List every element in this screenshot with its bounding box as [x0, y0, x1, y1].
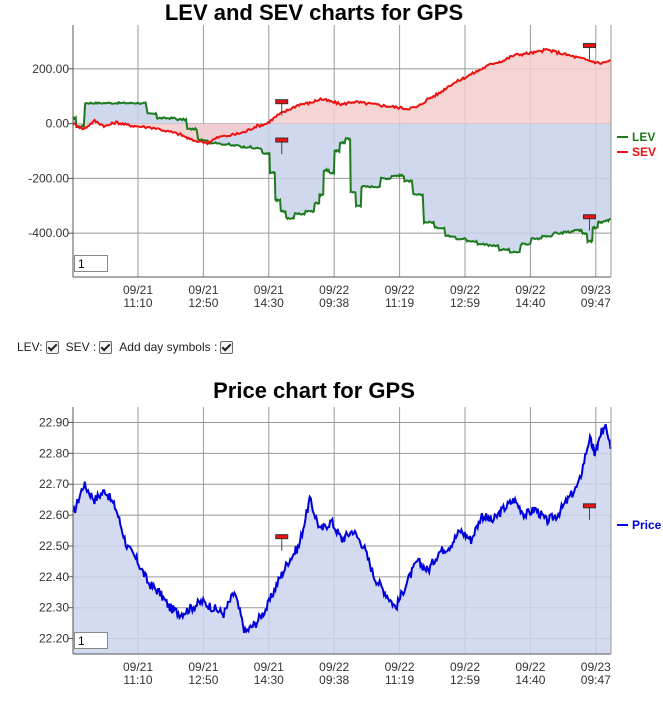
x-tick-time: 14:40 [515, 296, 545, 310]
y-tick-label: -200.00 [28, 171, 69, 185]
y-tick-label: 22.40 [39, 570, 69, 584]
x-tick-date: 09/21 [254, 660, 284, 674]
legend-label: LEV [632, 130, 655, 144]
y-tick-label: 22.80 [39, 446, 69, 460]
day-symbol-marker[interactable] [275, 99, 289, 105]
series-line-price [72, 424, 612, 634]
zoom-level-input[interactable]: 1 [74, 632, 108, 649]
x-tick-date: 09/21 [123, 660, 153, 674]
x-tick-date: 09/22 [385, 283, 415, 297]
y-tick-label: 22.90 [39, 415, 69, 429]
x-tick-date: 09/21 [188, 283, 218, 297]
legend-label: SEV [632, 145, 656, 159]
day-symbol-marker[interactable] [275, 137, 289, 143]
x-tick-time: 11:10 [123, 673, 152, 687]
lev-checkbox[interactable] [45, 340, 59, 354]
x-tick-date: 09/22 [385, 660, 415, 674]
x-tick-date: 09/23 [581, 660, 611, 674]
x-tick-date: 09/22 [450, 283, 480, 297]
x-tick-time: 11:19 [385, 673, 414, 687]
series-line-sev [72, 47, 612, 146]
x-tick-time: 09:38 [319, 673, 349, 687]
day-symbol-marker[interactable] [582, 214, 596, 220]
x-tick-time: 12:59 [450, 673, 480, 687]
y-tick-label: 22.60 [39, 508, 69, 522]
x-tick-time: 11:10 [123, 296, 152, 310]
x-tick-date: 09/22 [515, 660, 545, 674]
day-symbols-label: Add day symbols : [119, 340, 218, 354]
x-tick-time: 14:30 [254, 296, 284, 310]
x-tick-time: 09:47 [581, 296, 611, 310]
x-tick-date: 09/21 [123, 283, 153, 297]
x-tick-date: 09/21 [254, 283, 284, 297]
x-tick-date: 09/22 [319, 660, 349, 674]
day-symbol-marker[interactable] [275, 534, 289, 540]
x-tick-time: 14:40 [515, 673, 545, 687]
y-tick-label: 22.50 [39, 539, 69, 553]
series-line-lev [72, 100, 612, 254]
y-tick-label: 22.70 [39, 477, 69, 491]
sev-checkbox[interactable] [99, 340, 113, 354]
x-tick-date: 09/22 [450, 660, 480, 674]
day-symbols-checkbox[interactable] [220, 340, 234, 354]
x-tick-date: 09/21 [188, 660, 218, 674]
x-tick-time: 11:19 [385, 296, 414, 310]
sev-label: SEV : [65, 340, 97, 354]
x-tick-date: 09/22 [515, 283, 545, 297]
series-area-sev [73, 48, 611, 145]
x-tick-time: 09:47 [581, 673, 611, 687]
chart-title: LEV and SEV charts for GPS [165, 0, 463, 25]
x-tick-time: 12:59 [450, 296, 480, 310]
lev-label: LEV: [17, 340, 43, 354]
y-tick-label: 0.00 [46, 117, 70, 131]
day-symbol-marker[interactable] [582, 503, 596, 509]
price-chart: Price chart for GPS 09/2111:1009/2112:50… [39, 378, 662, 687]
chart-controls: LEV: SEV : Add day symbols : [17, 340, 237, 354]
x-tick-time: 12:50 [188, 296, 218, 310]
x-tick-date: 09/22 [319, 283, 349, 297]
chart-title: Price chart for GPS [213, 378, 415, 403]
day-symbol-marker[interactable] [582, 43, 596, 49]
x-tick-date: 09/23 [581, 283, 611, 297]
y-tick-label: 22.20 [39, 632, 69, 646]
x-tick-time: 14:30 [254, 673, 284, 687]
zoom-level-input[interactable]: 1 [74, 255, 108, 272]
x-tick-time: 09:38 [319, 296, 349, 310]
legend-label: Price [632, 518, 662, 532]
series-area-price [73, 424, 611, 654]
x-tick-time: 12:50 [188, 673, 218, 687]
y-tick-label: 200.00 [32, 62, 69, 76]
y-tick-label: -400.00 [28, 226, 69, 240]
lev-sev-chart: LEV and SEV charts for GPS 09/2111:1009/… [28, 0, 656, 310]
y-tick-label: 22.30 [39, 601, 69, 615]
